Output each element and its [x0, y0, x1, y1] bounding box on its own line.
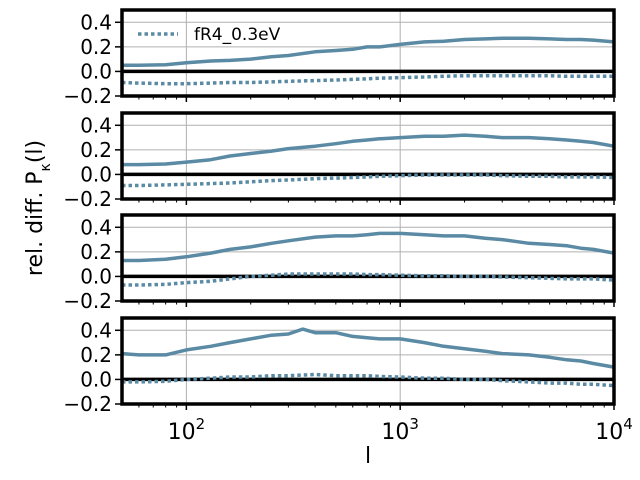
- x-tick-label: 103: [381, 415, 419, 445]
- series-line-solid: [122, 36, 615, 68]
- x-axis-label: l: [365, 444, 371, 469]
- series-line-dotted: [122, 272, 615, 287]
- panel-3: −0.20.00.20.4: [63, 213, 616, 313]
- y-tick-label: 0.2: [80, 343, 112, 367]
- panel-1: −0.20.00.20.4 fR4_0.3eV: [63, 8, 616, 108]
- series-line-solid: [121, 327, 615, 369]
- series-line-dotted: [122, 173, 615, 188]
- panels: −0.20.00.20.4fR4_0.3eV−0.20.00.20.4−0.20…: [63, 8, 633, 445]
- y-tick-label: 0.2: [80, 240, 112, 264]
- panel-4: −0.20.00.20.4 102 103 104: [63, 316, 633, 445]
- x-tick-label: 104: [595, 415, 633, 445]
- panel-frame: [120, 213, 616, 303]
- axis-labels: rel. diff. Pκ(l) l: [23, 140, 371, 469]
- legend-label: fR4_0.3eV: [194, 25, 281, 45]
- y-tick-label: −0.2: [63, 187, 112, 211]
- series-line-solid: [122, 231, 615, 263]
- series-line-solid: [122, 133, 615, 167]
- panel-frame: [120, 8, 616, 98]
- y-tick-label: 0.4: [80, 318, 112, 342]
- y-tick-label: 0.4: [80, 215, 112, 239]
- panel-frame: [120, 111, 616, 201]
- y-tick-label: 0.2: [80, 138, 112, 162]
- series-line-dotted: [121, 73, 614, 86]
- y-tick-label: 0.0: [80, 367, 112, 391]
- y-tick-label: 0.4: [80, 10, 112, 34]
- y-axis-label: rel. diff. Pκ(l): [23, 140, 54, 276]
- panel-frame: [120, 316, 616, 406]
- y-tick-label: 0.0: [80, 162, 112, 186]
- y-tick-label: −0.2: [63, 84, 112, 108]
- y-tick-label: −0.2: [63, 392, 112, 416]
- y-tick-label: 0.0: [80, 264, 112, 288]
- y-tick-label: −0.2: [63, 289, 112, 313]
- series-line-dotted: [122, 372, 615, 388]
- x-tick-label: 102: [168, 415, 206, 445]
- legend: fR4_0.3eV: [138, 25, 281, 45]
- y-tick-label: 0.4: [80, 113, 112, 137]
- panel-2: −0.20.00.20.4: [63, 111, 616, 211]
- y-tick-label: 0.2: [80, 35, 112, 59]
- y-tick-label: 0.0: [80, 59, 112, 83]
